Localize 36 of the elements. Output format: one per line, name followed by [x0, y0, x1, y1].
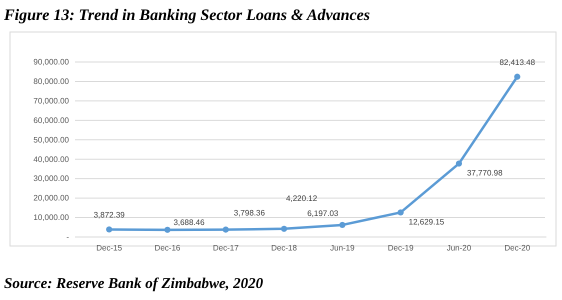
x-tick-label: Dec-18: [271, 244, 298, 253]
point: [280, 226, 288, 232]
point: [222, 226, 229, 233]
x-tick-label: Jun-20: [446, 244, 472, 253]
data-label: 82,413.48: [499, 58, 536, 67]
point: [106, 226, 112, 233]
point: [398, 209, 404, 216]
y-tick-label: 90,000.00: [33, 58, 70, 67]
data-label: 6,197.03: [307, 208, 339, 218]
point: [164, 226, 171, 233]
data-label: 37,770.98: [466, 168, 504, 178]
x-tick-label: Dec-17: [212, 244, 240, 253]
y-tick-label: -: [66, 232, 70, 242]
x-tick-label: Dec-19: [388, 244, 414, 253]
point: [456, 160, 462, 167]
y-tick-label: 60,000.00: [33, 116, 70, 125]
source-note: Source: Reserve Bank of Zimbabwe, 2020: [4, 276, 264, 292]
y-tick-label: 70,000.00: [33, 96, 70, 106]
y-tick-label: 20,000.00: [33, 194, 70, 203]
y-tick-label: 40,000.00: [33, 154, 70, 164]
point: [339, 222, 346, 228]
data-label: 3,872.39: [94, 210, 126, 220]
x-tick-label: Jun-19: [330, 244, 356, 253]
data-label: 3,798.36: [234, 208, 266, 218]
point: [514, 74, 520, 80]
y-tick-label: 80,000.00: [33, 77, 70, 86]
y-tick-label: 10,000.00: [33, 213, 70, 222]
x-tick-label: Dec-15: [96, 244, 123, 253]
data-label: 12,629.15: [408, 217, 445, 226]
x-tick-label: Dec-20: [504, 244, 531, 253]
y-tick-label: 50,000.00: [33, 135, 70, 144]
chart-title: Figure 13: Trend in Banking Sector Loans & Advances: [3, 7, 370, 24]
data-label: 4,220.12: [286, 194, 318, 203]
x-tick-label: Dec-16: [154, 244, 181, 253]
y-tick-label: 30,000.00: [33, 174, 70, 184]
data-label: 3,688.46: [173, 218, 206, 227]
